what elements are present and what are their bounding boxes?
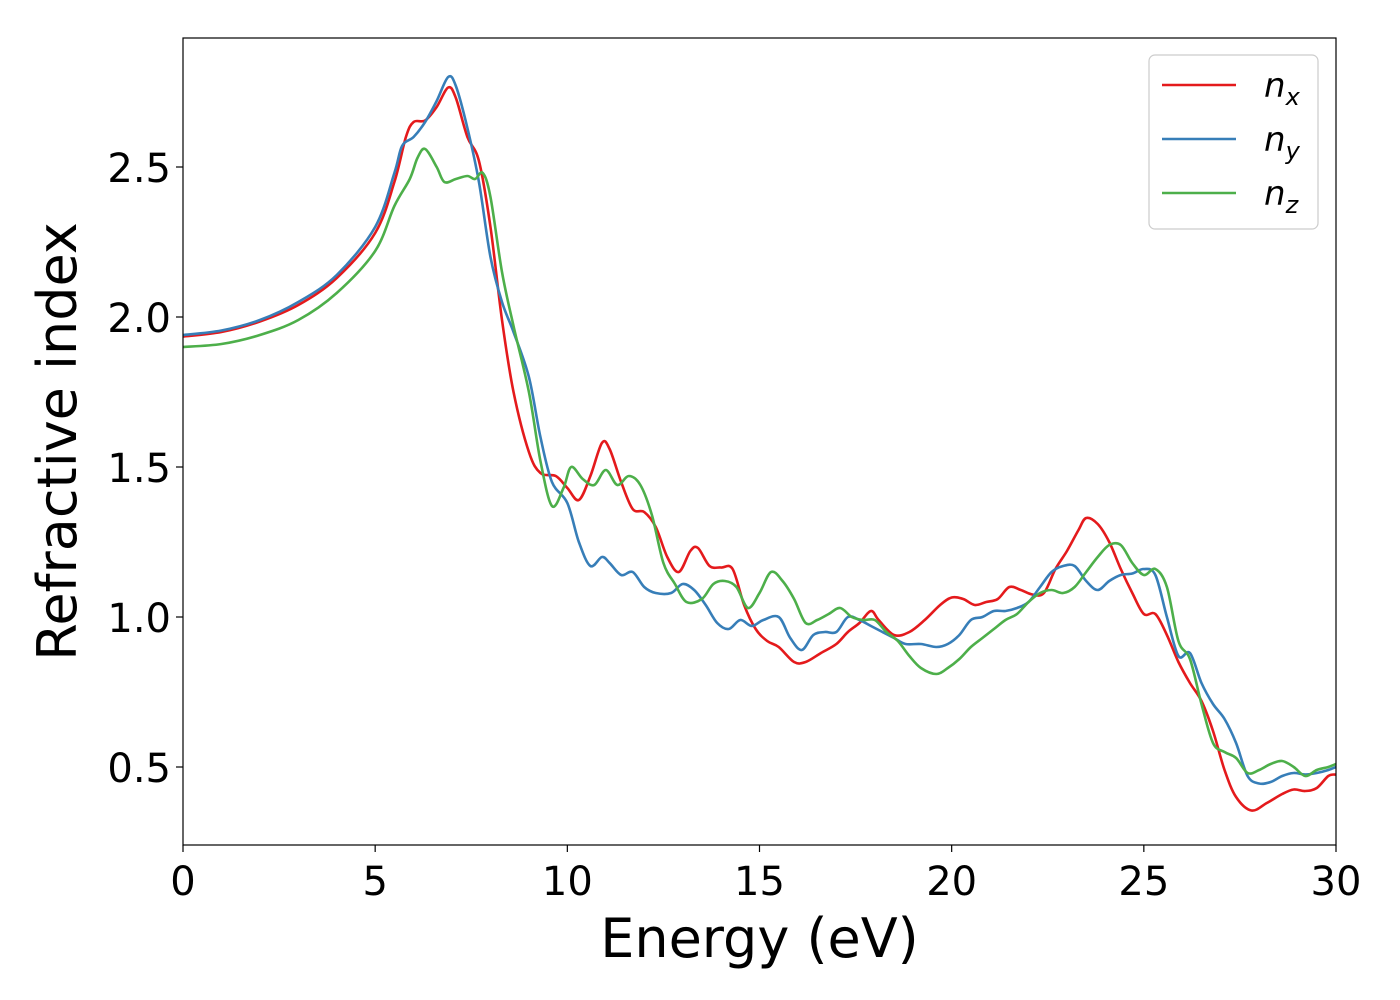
x-tick-label: 20 <box>926 859 977 905</box>
series-line-ny <box>182 74 1337 786</box>
legend: nx ny nz <box>1148 54 1319 230</box>
legend-label-ny: ny <box>1264 120 1301 165</box>
plot-area <box>183 38 1336 845</box>
x-tick-label: 10 <box>542 859 593 905</box>
y-tick-label: 0.5 <box>107 746 171 792</box>
x-tick-label: 15 <box>734 859 785 905</box>
legend-label-nx: nx <box>1264 66 1301 111</box>
x-tick-label: 25 <box>1118 859 1169 905</box>
series-layer <box>182 74 1337 812</box>
x-axis-title: Energy (eV) <box>600 907 919 970</box>
y-tick-label: 2.5 <box>107 146 171 192</box>
y-tick-label: 2.0 <box>107 296 171 342</box>
x-axis: 0 5 10 15 20 25 30 <box>170 845 1361 905</box>
series-line-nx <box>182 85 1337 812</box>
y-tick-label: 1.5 <box>107 446 171 492</box>
x-tick-label: 0 <box>170 859 195 905</box>
y-tick-label: 1.0 <box>107 596 171 642</box>
legend-label-nz: nz <box>1264 174 1300 219</box>
series-line-nz <box>182 147 1337 778</box>
y-axis-title: Refractive index <box>26 222 89 661</box>
y-axis: 0.5 1.0 1.5 2.0 2.5 <box>107 146 183 792</box>
x-tick-label: 5 <box>362 859 387 905</box>
x-tick-label: 30 <box>1311 859 1362 905</box>
legend-box <box>1148 54 1319 230</box>
